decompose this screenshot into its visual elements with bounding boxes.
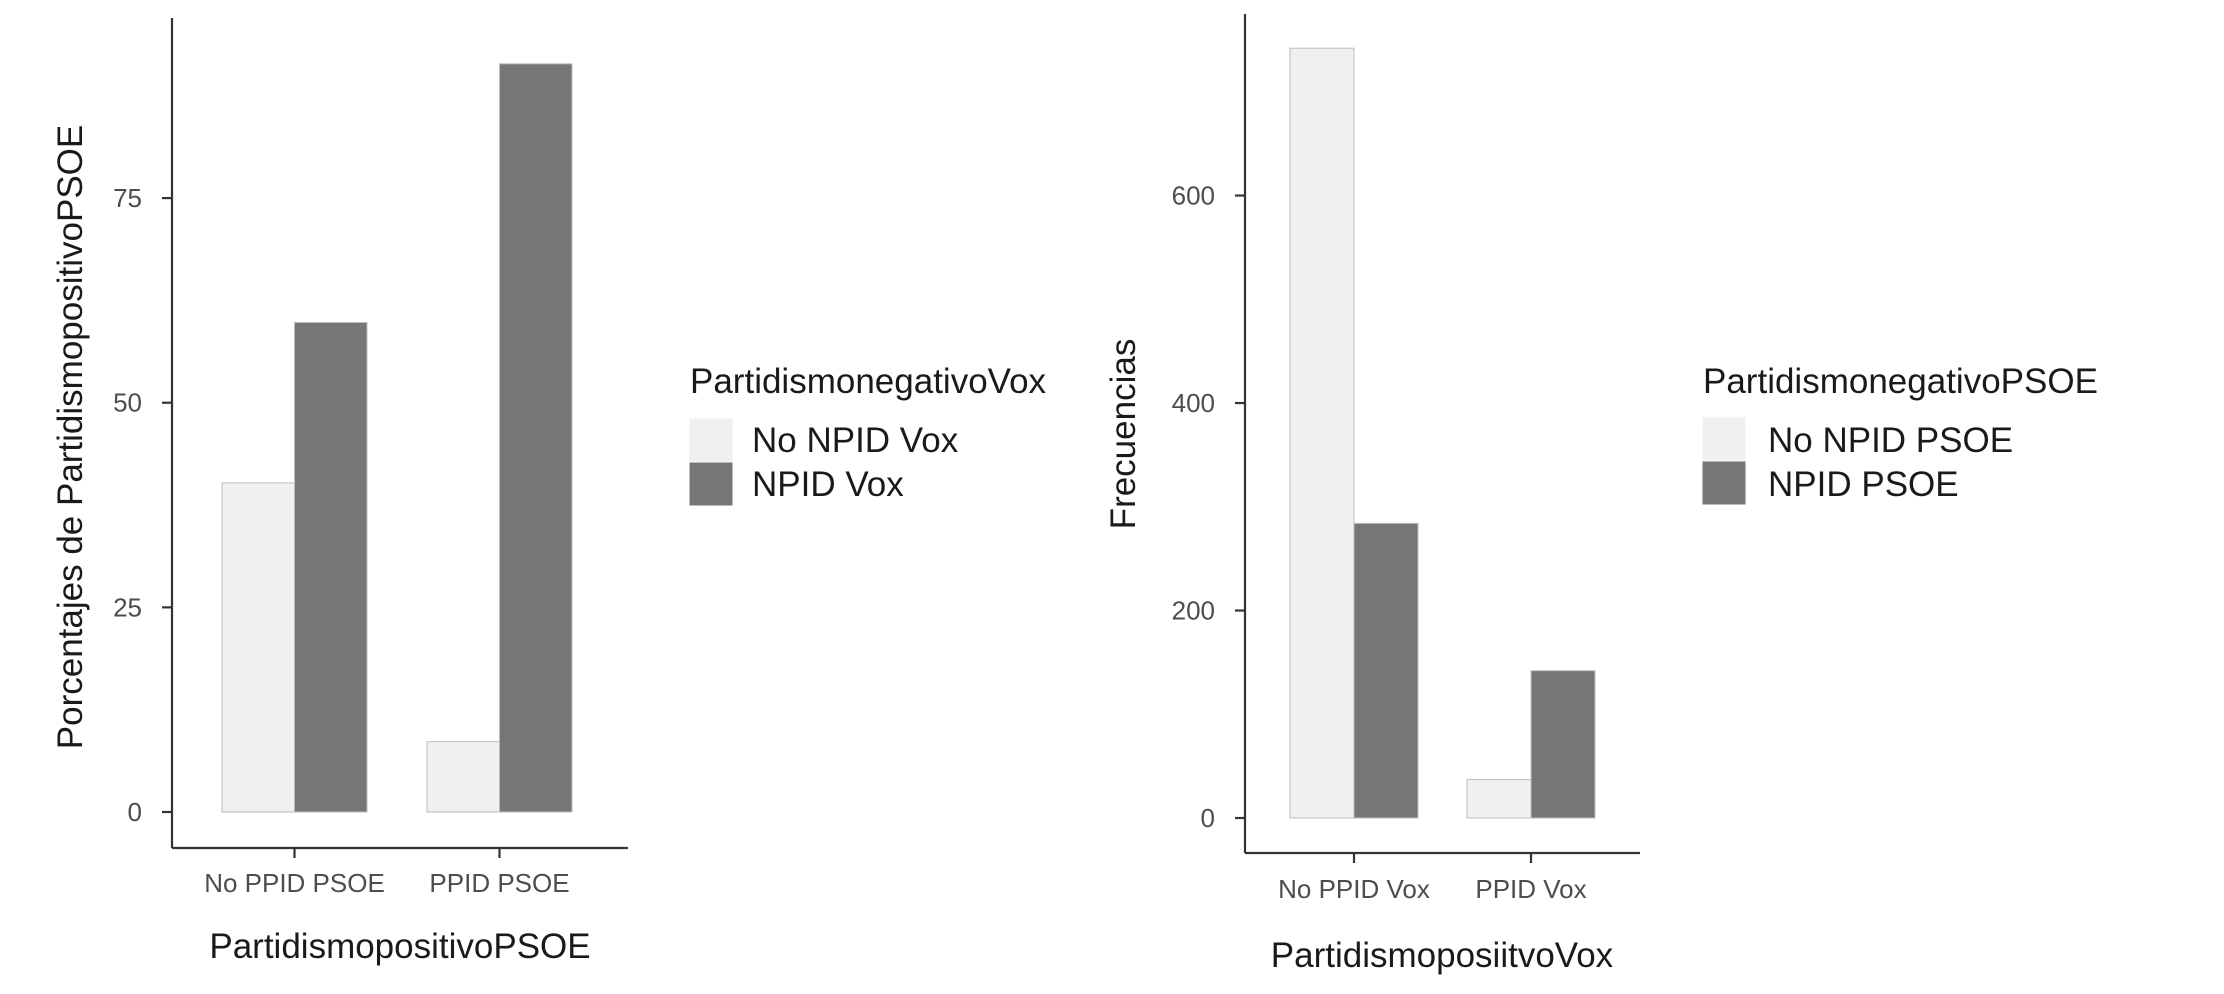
y-tick-label: 75 xyxy=(113,183,142,213)
y-tick-label: 400 xyxy=(1172,388,1215,418)
y-tick-label: 50 xyxy=(113,388,142,418)
legend: PartidismonegativoPSOE No NPID PSOE NPID… xyxy=(1702,362,2098,505)
x-tick-label: PPID PSOE xyxy=(429,868,569,898)
legend-label-npid-psoe: NPID PSOE xyxy=(1768,465,1959,504)
y-ticks: 0 200 400 600 xyxy=(1172,181,1245,833)
y-tick-label: 600 xyxy=(1172,181,1215,211)
bar-no-ppid-psoe-npid-vox xyxy=(294,322,368,813)
bar-no-ppid-vox-no-npid-psoe xyxy=(1289,47,1355,819)
legend: PartidismonegativoVox No NPID Vox NPID V… xyxy=(689,362,1047,506)
y-axis-title: Frecuencias xyxy=(1104,339,1143,530)
legend-label-no-npid-psoe: No NPID PSOE xyxy=(1768,421,2013,460)
legend-key-npid-vox xyxy=(689,462,733,506)
legend-title: PartidismonegativoPSOE xyxy=(1703,362,2098,401)
bars-group xyxy=(1289,47,1596,819)
y-tick-label: 200 xyxy=(1172,596,1215,626)
x-tick-label: No PPID PSOE xyxy=(204,868,385,898)
legend-key-npid-psoe xyxy=(1702,461,1746,505)
bar-ppid-vox-npid-psoe xyxy=(1530,670,1596,819)
bar-no-ppid-psoe-no-npid-vox xyxy=(221,482,295,813)
bars-group xyxy=(221,63,573,813)
legend-key-no-npid-vox xyxy=(689,418,733,462)
y-tick-label: 25 xyxy=(113,592,142,622)
chart-panel-right: 0 200 400 600 No PPID Vox PPID Vox Partidism… xyxy=(1104,14,2098,975)
x-tick-label: No PPID Vox xyxy=(1278,874,1430,904)
bar-ppid-psoe-no-npid-vox xyxy=(426,741,500,813)
x-tick-label: PPID Vox xyxy=(1475,874,1586,904)
legend-label-no-npid-vox: No NPID Vox xyxy=(752,421,959,460)
bar-ppid-psoe-npid-vox xyxy=(499,63,573,813)
chart-panel-left: 0 25 50 75 No PPID PSOE PPID PSOE Partidismo… xyxy=(51,18,1047,966)
x-ticks: No PPID Vox PPID Vox xyxy=(1278,853,1587,904)
legend-title: PartidismonegativoVox xyxy=(690,362,1047,401)
y-tick-label: 0 xyxy=(1201,803,1215,833)
y-axis-title: Porcentajes de PartidismopositivoPSOE xyxy=(51,125,90,749)
bar-no-ppid-vox-npid-psoe xyxy=(1353,522,1419,819)
y-tick-label: 0 xyxy=(128,797,142,827)
x-axis-title: PartidismoposiitvoVox xyxy=(1271,936,1614,975)
x-axis-title: PartidismopositivoPSOE xyxy=(209,927,590,966)
bar-ppid-vox-no-npid-psoe xyxy=(1466,779,1532,819)
legend-label-npid-vox: NPID Vox xyxy=(752,465,904,504)
y-ticks: 0 25 50 75 xyxy=(113,183,172,827)
legend-key-no-npid-psoe xyxy=(1702,417,1746,461)
x-ticks: No PPID PSOE PPID PSOE xyxy=(204,848,570,898)
